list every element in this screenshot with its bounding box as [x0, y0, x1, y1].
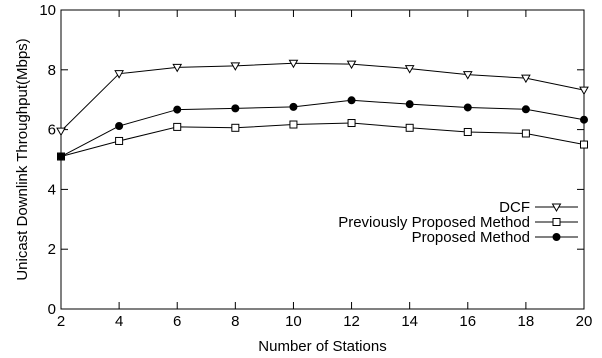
- data-point: [288, 59, 299, 69]
- data-point: [115, 122, 124, 131]
- series-group: [56, 59, 589, 161]
- legend-marker: [552, 218, 561, 226]
- series-line: [60, 99, 585, 157]
- data-point: [231, 104, 240, 113]
- data-point: [231, 123, 240, 132]
- data-point: [173, 122, 182, 131]
- series-line: [60, 122, 585, 157]
- y-tick-label: 4: [48, 181, 56, 198]
- data-point: [521, 129, 530, 138]
- y-tick-label: 8: [48, 62, 56, 79]
- x-tick-label: 8: [231, 313, 239, 330]
- y-axis-title: Unicast Downlink Throughput(Mbps): [14, 38, 31, 280]
- x-tick-label: 10: [285, 313, 302, 330]
- x-tick-label: 12: [343, 313, 360, 330]
- data-point: [405, 123, 414, 132]
- series-1: [56, 59, 589, 137]
- legend-label: DCF: [499, 199, 530, 216]
- y-tick-label: 0: [48, 301, 56, 318]
- x-tick-label: 18: [518, 313, 535, 330]
- x-tick-label: 2: [57, 313, 65, 330]
- data-point: [173, 105, 182, 114]
- data-point: [404, 65, 415, 74]
- series-2: [57, 119, 588, 161]
- data-point: [521, 74, 531, 84]
- x-tick-label: 14: [401, 313, 418, 330]
- data-point: [115, 136, 124, 145]
- data-point: [579, 86, 589, 96]
- data-point: [114, 70, 124, 79]
- plot-frame: [60, 9, 585, 310]
- data-point: [289, 102, 298, 111]
- x-axis-title: Number of Stations: [258, 338, 386, 355]
- data-point: [347, 96, 356, 105]
- data-point: [580, 140, 588, 149]
- data-point: [346, 60, 357, 70]
- y-tick-label: 6: [48, 122, 56, 139]
- data-point: [463, 127, 472, 136]
- x-tick-label: 20: [576, 313, 593, 330]
- data-point: [230, 62, 241, 71]
- data-point: [405, 100, 414, 109]
- data-point: [56, 127, 66, 137]
- legend-item: DCF: [499, 199, 578, 216]
- data-point: [462, 71, 473, 80]
- plot-border: [60, 9, 585, 310]
- axis-ticks: [60, 9, 585, 310]
- y-tick-label: 2: [48, 241, 56, 258]
- legend-item: Proposed Method: [412, 229, 578, 246]
- legend-item: Previously Proposed Method: [338, 214, 578, 231]
- data-point: [347, 119, 356, 128]
- series-line: [60, 62, 585, 132]
- legend-marker: [551, 203, 562, 213]
- data-point: [463, 103, 472, 112]
- series-3: [57, 96, 588, 161]
- data-point: [580, 115, 588, 124]
- data-point: [57, 152, 65, 161]
- data-point: [521, 105, 530, 114]
- x-tick-label: 6: [173, 313, 181, 330]
- legend-label: Proposed Method: [412, 229, 530, 246]
- legend-label: Previously Proposed Method: [338, 214, 530, 231]
- data-point: [289, 120, 298, 129]
- y-tick-label: 10: [39, 2, 56, 19]
- x-tick-label: 16: [459, 313, 476, 330]
- x-tick-label: 4: [115, 313, 123, 330]
- legend-marker: [552, 233, 561, 241]
- data-point: [172, 63, 183, 73]
